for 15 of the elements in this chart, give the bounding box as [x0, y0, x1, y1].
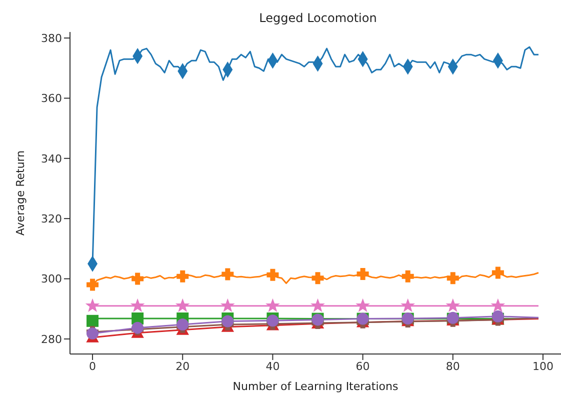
x-tick-label: 0 — [89, 360, 96, 373]
y-tick-label: 360 — [41, 92, 62, 106]
x-tick-label: 80 — [446, 360, 460, 373]
chart-title: Legged Locomotion — [259, 11, 377, 25]
y-axis-title: Average Return — [14, 150, 27, 236]
y-tick-label: 300 — [41, 272, 62, 286]
y-tick-label: 320 — [41, 212, 62, 226]
y-tick-label: 340 — [41, 152, 62, 166]
x-tick-label: 20 — [176, 360, 190, 373]
x-tick-label: 100 — [532, 360, 554, 373]
y-tick-label: 380 — [41, 32, 62, 45]
x-tick-label: 40 — [266, 360, 280, 373]
y-tick-label: 280 — [41, 332, 62, 346]
x-axis-title: Number of Learning Iterations — [232, 380, 398, 393]
x-tick-label: 60 — [356, 360, 370, 373]
